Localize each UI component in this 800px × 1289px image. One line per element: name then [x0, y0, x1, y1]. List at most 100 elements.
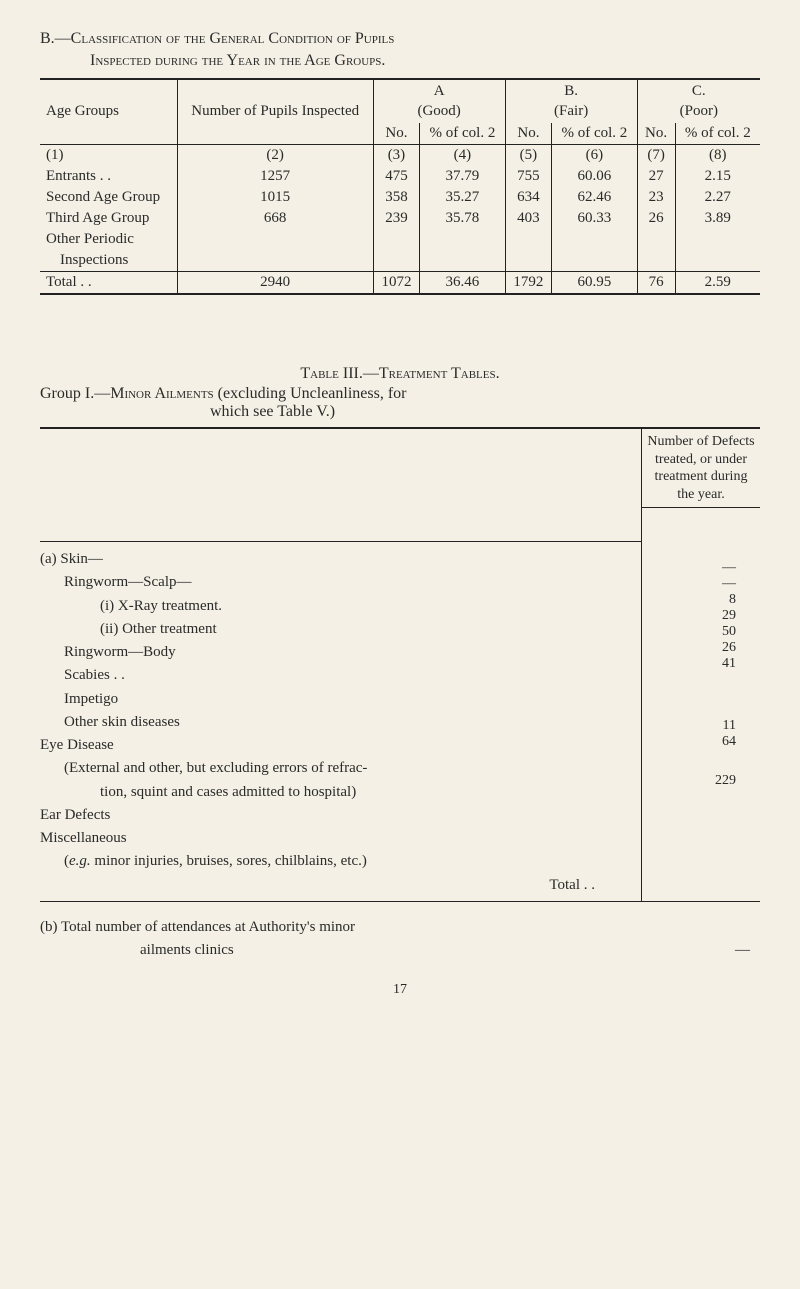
- colnum-5: (5): [505, 145, 552, 167]
- hdr-B-pct: % of col. 2: [552, 123, 637, 145]
- hdr-number-pupils-text: Number of Pupils Inspected: [191, 103, 359, 119]
- colnum-3: (3): [373, 145, 420, 167]
- val-other-tr: —: [646, 576, 746, 592]
- cell: [177, 250, 373, 272]
- item-misc-eg: (e.g. minor injuries, bruises, sores, ch…: [40, 850, 635, 873]
- t3-sub-a: Group I.—: [40, 385, 110, 402]
- cell: Inspections: [40, 250, 177, 272]
- footnote-b: (b) Total number of attendances at Autho…: [40, 916, 760, 963]
- val-ringworm-body: 8: [646, 592, 746, 608]
- cell: 1015: [177, 187, 373, 208]
- cell: 60.33: [552, 208, 637, 229]
- cell: 3.89: [675, 208, 760, 229]
- hdr-C-pct: % of col. 2: [675, 123, 760, 145]
- colnum-2: (2): [177, 145, 373, 167]
- cell: 1072: [373, 272, 420, 295]
- cell: 668: [177, 208, 373, 229]
- page-number: 17: [40, 982, 760, 998]
- right-header: Number of Defects treated, or under trea…: [646, 433, 756, 503]
- val-impetigo: 50: [646, 624, 746, 640]
- cell: [637, 250, 675, 272]
- hdr-B-letter: B.: [564, 83, 578, 99]
- item-misc-eg-text: minor injuries, bruises, sores, chilblai…: [91, 853, 367, 869]
- cell: 60.95: [552, 272, 637, 295]
- cell: 1792: [505, 272, 552, 295]
- hdr-A-letter: A: [434, 83, 445, 99]
- val-scabies: 29: [646, 608, 746, 624]
- cell: [420, 250, 505, 272]
- hdr-B-sub: (Fair): [554, 103, 588, 119]
- cell: 35.27: [420, 187, 505, 208]
- table-row: Third Age Group 668 239 35.78 403 60.33 …: [40, 208, 760, 229]
- cell: 2940: [177, 272, 373, 295]
- colnum-7: (7): [637, 145, 675, 167]
- hdr-A: A (Good): [373, 79, 505, 123]
- val-xray: —: [646, 560, 746, 576]
- cell: [505, 250, 552, 272]
- item-eye: Eye Disease: [40, 734, 635, 757]
- cell: 239: [373, 208, 420, 229]
- cell: Third Age Group: [40, 208, 177, 229]
- hdr-C-no: No.: [637, 123, 675, 145]
- cell: [373, 229, 420, 250]
- table3-title: Table III.—Treatment Tables.: [40, 365, 760, 383]
- cell: 60.06: [552, 166, 637, 187]
- item-ear: Ear Defects: [40, 804, 635, 827]
- table3-subtitle: Group I.—Minor Ailments (excluding Uncle…: [40, 385, 760, 421]
- colnum-row: (1) (2) (3) (4) (5) (6) (7) (8): [40, 145, 760, 167]
- table-row: Entrants . . 1257 475 37.79 755 60.06 27…: [40, 166, 760, 187]
- table-row: Second Age Group 1015 358 35.27 634 62.4…: [40, 187, 760, 208]
- cell: 62.46: [552, 187, 637, 208]
- cell: 23: [637, 187, 675, 208]
- t3-sub-d: which see Table V.): [40, 403, 335, 420]
- hdr-A-sub: (Good): [417, 103, 460, 119]
- hdr-number-pupils: Number of Pupils Inspected: [177, 79, 373, 145]
- cell: 27: [637, 166, 675, 187]
- tableB-title-line2: Inspected during the Year in the Age Gro…: [40, 52, 760, 70]
- t3-sub-b: Minor Ailments: [110, 385, 213, 402]
- cell: 35.78: [420, 208, 505, 229]
- colnum-8: (8): [675, 145, 760, 167]
- item-total: Total . .: [40, 874, 635, 897]
- cell: [505, 229, 552, 250]
- cell: 358: [373, 187, 420, 208]
- val-misc: 64: [646, 734, 746, 750]
- cell: 26: [637, 208, 675, 229]
- item-eye-note1: (External and other, but excluding error…: [40, 757, 635, 780]
- colnum-6: (6): [552, 145, 637, 167]
- t3-sub-c: (excluding Uncleanliness, for: [214, 385, 407, 402]
- cell: 403: [505, 208, 552, 229]
- hdr-C: C. (Poor): [637, 79, 760, 123]
- cell: 76: [637, 272, 675, 295]
- hdr-A-no: No.: [373, 123, 420, 145]
- cell: [552, 250, 637, 272]
- footnote-b-val: —: [660, 939, 760, 962]
- item-scabies: Scabies . .: [40, 664, 635, 687]
- cell: 755: [505, 166, 552, 187]
- cell: [177, 229, 373, 250]
- item-impetigo: Impetigo: [40, 688, 635, 711]
- val-other-skin: 26: [646, 640, 746, 656]
- val-eye: 41: [646, 656, 746, 672]
- item-eye-note2: tion, squint and cases admitted to hospi…: [40, 781, 635, 804]
- hdr-age-groups: Age Groups: [40, 79, 177, 145]
- cell: Second Age Group: [40, 187, 177, 208]
- footnote-b-line2: ailments clinics: [40, 939, 660, 962]
- cell: 2.15: [675, 166, 760, 187]
- cell: [420, 229, 505, 250]
- table-row: Other Periodic: [40, 229, 760, 250]
- cell: 2.59: [675, 272, 760, 295]
- ailments-left-col: (a) Skin— Ringworm—Scalp— (i) X-Ray trea…: [40, 429, 641, 901]
- hdr-A-pct: % of col. 2: [420, 123, 505, 145]
- val-ear: 11: [646, 718, 746, 734]
- tableB-title-line1: B.—Classification of the General Conditi…: [40, 30, 760, 48]
- item-other-treatment: (ii) Other treatment: [40, 618, 635, 641]
- ailments-right-col: Number of Defects treated, or under trea…: [641, 429, 760, 901]
- colnum-1: (1): [40, 145, 177, 167]
- table-row: Inspections: [40, 250, 760, 272]
- ailments-table: (a) Skin— Ringworm—Scalp— (i) X-Ray trea…: [40, 427, 760, 902]
- cell: Other Periodic: [40, 229, 177, 250]
- total-row: Total . . 2940 1072 36.46 1792 60.95 76 …: [40, 272, 760, 295]
- item-ringworm-body: Ringworm—Body: [40, 641, 635, 664]
- hdr-B-no: No.: [505, 123, 552, 145]
